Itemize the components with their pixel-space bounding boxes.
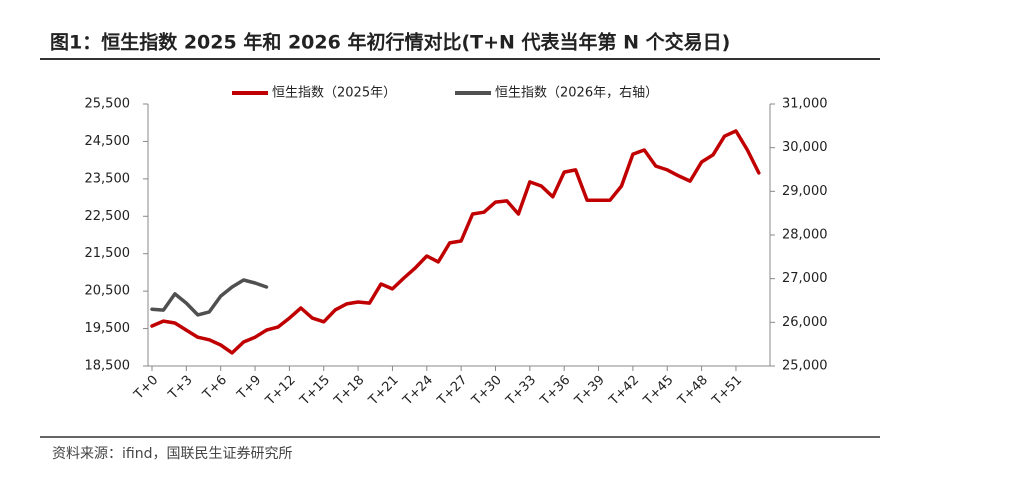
y-tick-label: 20,500 xyxy=(85,284,131,299)
x-tick-label: T+48 xyxy=(675,373,711,409)
source: 资料来源：ifind，国联民生证券研究所 xyxy=(52,446,292,462)
x-tick-label: T+51 xyxy=(709,373,745,409)
y-tick-label: 18,500 xyxy=(85,359,131,374)
y-tick-label: 25,500 xyxy=(85,97,131,112)
y-tick-label: 23,500 xyxy=(85,171,131,186)
legend-label: 恒生指数（2025年） xyxy=(272,86,396,101)
x-tick-label: T+45 xyxy=(640,373,676,409)
y-tick-label: 19,500 xyxy=(85,321,131,336)
y2-tick-label: 29,000 xyxy=(782,184,828,199)
y2-tick-label: 27,000 xyxy=(782,271,828,286)
y2-tick-label: 25,000 xyxy=(782,359,828,374)
x-tick-label: T+27 xyxy=(434,373,470,409)
x-tick-label: T+39 xyxy=(572,373,608,409)
x-tick-label: T+30 xyxy=(468,373,504,409)
x-tick-label: T+33 xyxy=(503,373,539,409)
y2-tick-label: 28,000 xyxy=(782,228,828,243)
x-tick-label: T+3 xyxy=(165,373,195,403)
x-tick-label: T+21 xyxy=(365,373,401,409)
legend-label: 恒生指数（2026年，右轴） xyxy=(495,86,658,101)
y-tick-label: 24,500 xyxy=(85,134,131,149)
y2-tick-label: 30,000 xyxy=(782,140,828,155)
x-tick-label: T+15 xyxy=(297,373,333,409)
y2-tick-label: 31,000 xyxy=(782,97,828,112)
y-tick-label: 21,500 xyxy=(85,246,131,261)
x-tick-label: T+9 xyxy=(234,373,264,403)
x-tick-label: T+24 xyxy=(400,373,436,409)
chart-title: 图1：恒生指数 2025 年和 2026 年初行情对比(T+N 代表当年第 N … xyxy=(50,31,730,54)
x-tick-label: T+0 xyxy=(131,373,161,403)
x-tick-label: T+12 xyxy=(262,373,298,409)
series-line xyxy=(150,129,761,355)
y-tick-label: 22,500 xyxy=(85,209,131,224)
x-tick-label: T+6 xyxy=(200,373,230,403)
x-tick-label: T+42 xyxy=(606,373,642,409)
y2-tick-label: 26,000 xyxy=(782,315,828,330)
series-line xyxy=(150,278,269,317)
x-tick-label: T+36 xyxy=(537,373,573,409)
x-tick-label: T+18 xyxy=(331,373,367,409)
